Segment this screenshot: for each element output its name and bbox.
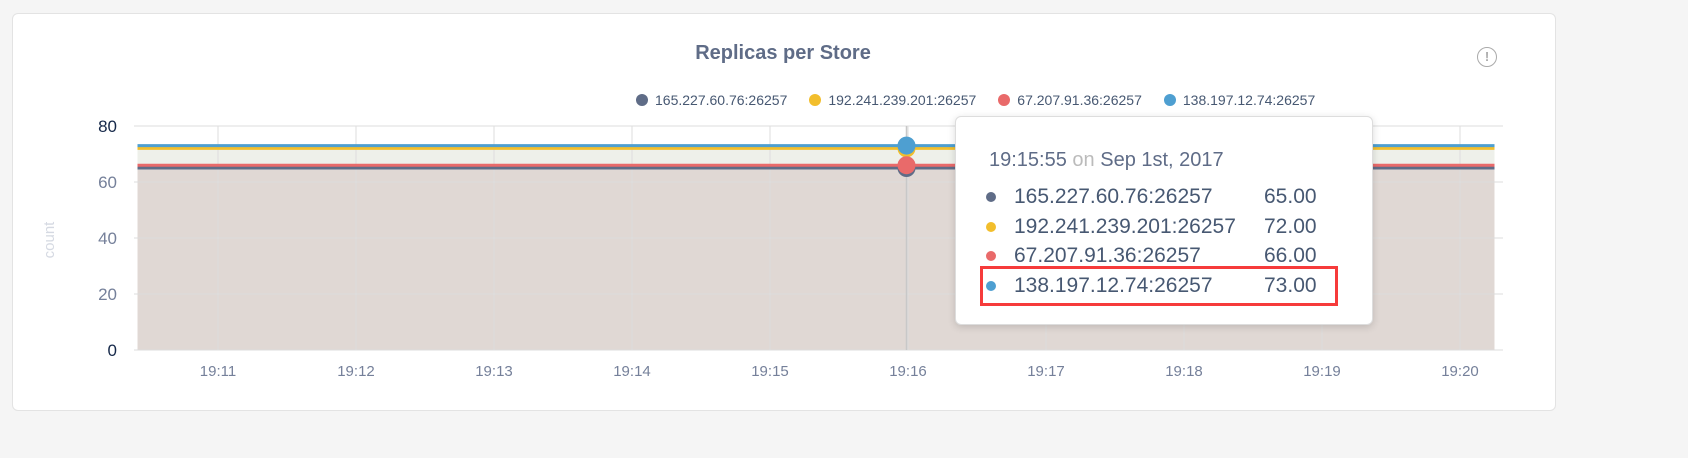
x-tick-label: 19:12 <box>337 363 375 380</box>
x-tick-label: 19:18 <box>1165 363 1203 380</box>
series-name: 165.227.60.76:26257 <box>1014 185 1213 208</box>
chart-title: Replicas per Store <box>695 42 871 64</box>
y-tick-label: 20 <box>98 285 117 304</box>
hover-point <box>897 136 916 155</box>
legend-dot <box>809 94 822 106</box>
series-dot <box>986 281 996 291</box>
legend-label: 165.227.60.76:26257 <box>655 92 788 108</box>
series-dot <box>986 222 996 232</box>
y-tick-label: 60 <box>98 173 117 192</box>
x-tick-label: 19:20 <box>1441 363 1479 380</box>
tooltip-row: 165.227.60.76:26257 65.00 <box>986 180 1336 214</box>
x-tick-label: 19:17 <box>1027 363 1065 380</box>
y-tick-label: 80 <box>98 117 117 136</box>
x-tick-label: 19:19 <box>1303 363 1341 380</box>
tooltip-row: 192.241.239.201:26257 72.00 <box>986 210 1336 244</box>
legend-item[interactable]: 67.207.91.36:26257 <box>998 92 1142 108</box>
x-tick-label: 19:14 <box>613 363 651 380</box>
x-tick-label: 19:15 <box>751 363 789 380</box>
legend-dot <box>636 94 648 106</box>
series-value: 65.00 <box>1264 185 1317 208</box>
info-circle-icon[interactable]: ! <box>1477 47 1497 67</box>
series-name: 192.241.239.201:26257 <box>1014 215 1236 238</box>
tooltip-time: 19:15:55 <box>989 149 1067 171</box>
legend-item[interactable]: 192.241.239.201:26257 <box>809 92 976 108</box>
tooltip-row: 67.207.91.36:26257 66.00 <box>986 239 1336 273</box>
series-name: 138.197.12.74:26257 <box>1014 274 1213 297</box>
y-tick-label: 0 <box>108 341 117 360</box>
hover-point <box>897 156 916 175</box>
tooltip-on: on <box>1072 149 1095 171</box>
legend-item[interactable]: 138.197.12.74:26257 <box>1163 92 1316 108</box>
y-axis-label: count <box>41 221 58 259</box>
series-value: 73.00 <box>1264 274 1317 297</box>
tooltip-header: 19:15:55 on Sep 1st, 2017 <box>989 149 1224 172</box>
series-dot <box>986 192 996 202</box>
legend: 165.227.60.76:26257 192.241.239.201:2625… <box>636 92 1315 108</box>
legend-dot <box>1163 94 1176 106</box>
series-dot <box>986 251 996 261</box>
series-value: 72.00 <box>1264 215 1317 238</box>
y-tick-label: 40 <box>98 229 117 248</box>
legend-label: 138.197.12.74:26257 <box>1182 92 1316 108</box>
tooltip-date: Sep 1st, 2017 <box>1100 149 1224 171</box>
legend-item[interactable]: 165.227.60.76:26257 <box>636 92 787 108</box>
series-name: 67.207.91.36:26257 <box>1014 244 1201 267</box>
legend-label: 192.241.239.201:26257 <box>828 92 977 108</box>
x-tick-label: 19:11 <box>200 363 236 380</box>
tooltip: 19:15:55 on Sep 1st, 2017 165.227.60.76:… <box>955 116 1373 325</box>
x-tick-label: 19:16 <box>889 363 927 380</box>
legend-label: 67.207.91.36:26257 <box>1017 92 1142 108</box>
tooltip-row-highlighted: 138.197.12.74:26257 73.00 <box>980 266 1338 306</box>
series-value: 66.00 <box>1264 244 1317 267</box>
x-tick-label: 19:13 <box>475 363 513 380</box>
legend-dot <box>998 94 1011 106</box>
